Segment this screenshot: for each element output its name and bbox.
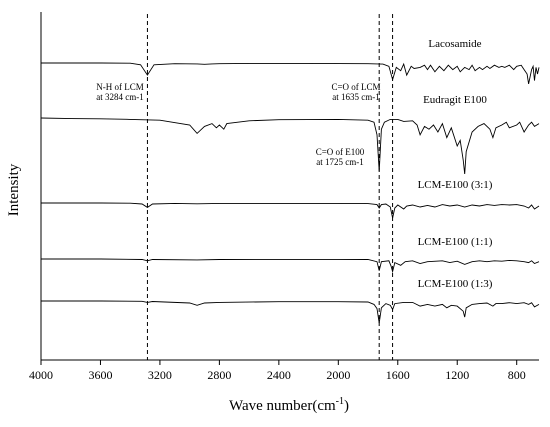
series-line-4 [41, 258, 540, 274]
series-line-5 [41, 300, 540, 324]
series-labels: Lacosamide Eudragit E100 LCM-E100 (3:1) LCM… [418, 38, 493, 290]
x-tick-label-2400: 2400 [267, 368, 291, 382]
series-label-5: LCM-E100 (1:3) [418, 278, 493, 290]
x-tick-label-3600: 3600 [88, 368, 112, 382]
series-layer [40, 62, 540, 324]
series-label-3: LCM-E100 (3:1) [418, 179, 493, 191]
x-tick-label-1200: 1200 [445, 368, 469, 382]
series-label-1: Lacosamide [428, 38, 481, 50]
series-label-4: LCM-E100 (1:1) [418, 236, 493, 248]
series-line-2 [40, 117, 540, 175]
x-tick-label-1600: 1600 [386, 368, 410, 382]
annotations: N-H of LCM at 3284 cm-1 C=O of LCM at 1635 … [96, 82, 380, 167]
annotation-2: C=O of LCM at 1635 cm-1 [331, 82, 380, 102]
annotation-3: C=O of E100 at 1725 cm-1 [316, 147, 365, 167]
x-tick-label-2800: 2800 [207, 368, 231, 382]
y-axis-title: Intensity [6, 163, 22, 216]
series-line-1 [41, 62, 540, 84]
x-ticks: 4000 3600 3200 2800 2400 2000 1600 1200 800 [29, 360, 526, 382]
x-tick-label-2000: 2000 [326, 368, 350, 382]
annotation-1: N-H of LCM at 3284 cm-1 [96, 82, 144, 102]
x-axis-title: Wave number(cm-1) [229, 396, 349, 414]
series-label-2: Eudragit E100 [423, 94, 487, 106]
x-tick-label-4000: 4000 [29, 368, 53, 382]
x-tick-label-3200: 3200 [148, 368, 172, 382]
reference-lines [146, 14, 394, 360]
series-line-3 [41, 202, 540, 219]
x-tick-label-800: 800 [508, 368, 526, 382]
